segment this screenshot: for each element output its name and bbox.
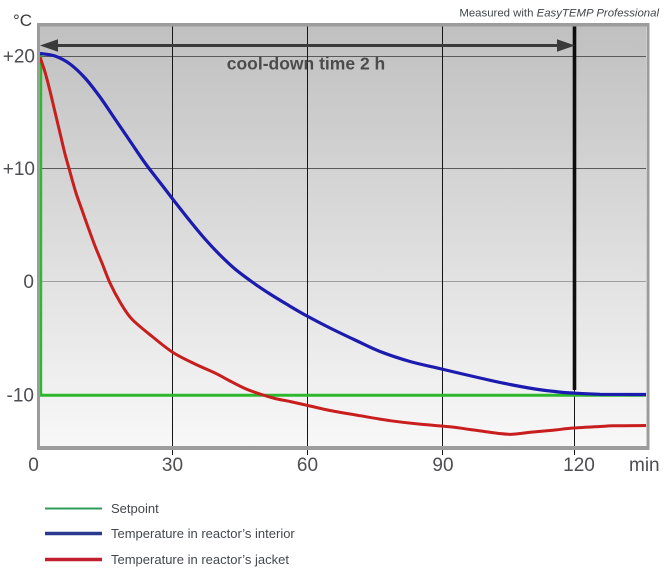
svg-text:90: 90 <box>432 455 453 476</box>
svg-text:°C: °C <box>13 11 32 30</box>
svg-text:Temperature in reactor’s jacke: Temperature in reactor’s jacket <box>111 552 289 567</box>
svg-text:+20: +20 <box>3 47 35 68</box>
svg-text:60: 60 <box>297 455 318 476</box>
svg-text:0: 0 <box>23 272 34 293</box>
svg-text:30: 30 <box>162 455 183 476</box>
svg-text:+10: +10 <box>3 159 35 180</box>
svg-text:cool-down time 2 h: cool-down time 2 h <box>227 54 385 74</box>
svg-text:-10: -10 <box>7 385 34 406</box>
svg-text:min: min <box>629 455 660 476</box>
svg-text:Setpoint: Setpoint <box>111 501 159 516</box>
svg-text:120: 120 <box>563 455 595 476</box>
svg-text:0: 0 <box>28 455 39 476</box>
svg-text:Temperature in reactor’s inter: Temperature in reactor’s interior <box>111 526 295 541</box>
svg-text:Measured with EasyTEMP Profess: Measured with EasyTEMP Professional <box>459 8 659 20</box>
